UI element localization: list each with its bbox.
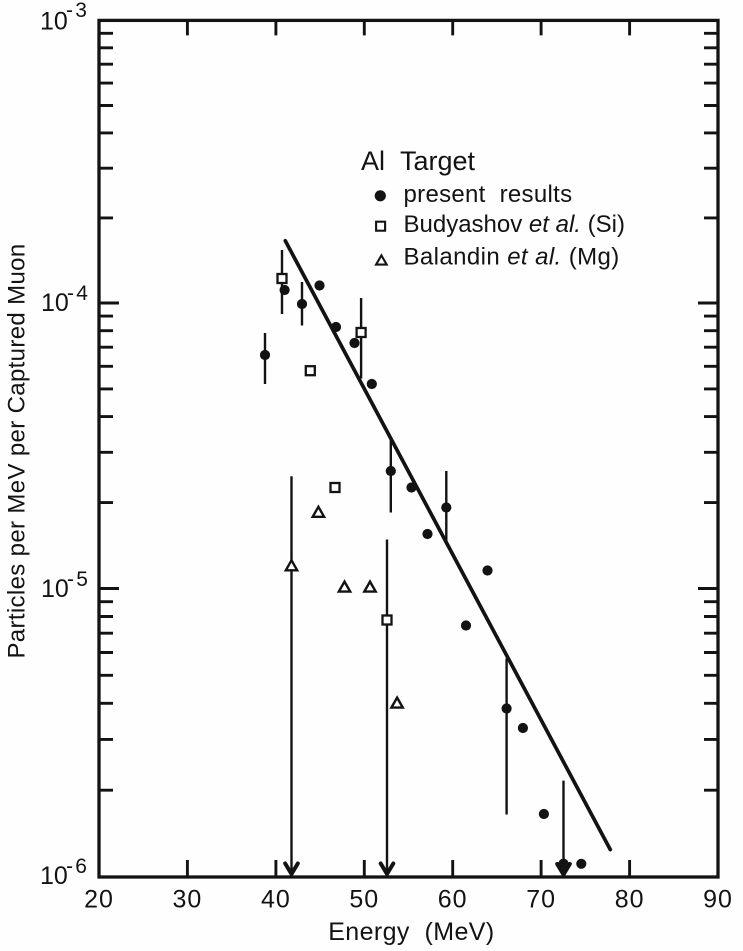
svg-text:Balandin et al. (Mg): Balandin et al. (Mg): [404, 244, 620, 271]
svg-text:10: 10: [41, 289, 69, 317]
svg-text:40: 40: [261, 886, 291, 914]
svg-text:Particles per MeV per Captured: Particles per MeV per Captured Muon: [4, 243, 31, 658]
svg-text:Al Target: Al Target: [361, 146, 476, 176]
svg-text:10: 10: [40, 862, 68, 890]
svg-text:80: 80: [615, 886, 645, 914]
svg-text:Budyashov et al. (Si): Budyashov et al. (Si): [404, 211, 625, 238]
svg-text:70: 70: [526, 886, 556, 914]
svg-text:20: 20: [84, 886, 114, 914]
svg-text:-5: -5: [67, 568, 90, 591]
svg-text:-3: -3: [66, 0, 89, 22]
svg-text:10: 10: [41, 575, 69, 603]
svg-text:-4: -4: [67, 282, 90, 305]
svg-text:-6: -6: [66, 855, 89, 878]
svg-text:10: 10: [40, 8, 68, 36]
svg-text:60: 60: [438, 886, 468, 914]
svg-text:30: 30: [172, 886, 202, 914]
svg-text:Energy (MeV): Energy (MeV): [328, 918, 494, 946]
svg-text:50: 50: [349, 886, 379, 914]
svg-text:90: 90: [703, 886, 733, 914]
svg-text:present results: present results: [404, 181, 573, 208]
